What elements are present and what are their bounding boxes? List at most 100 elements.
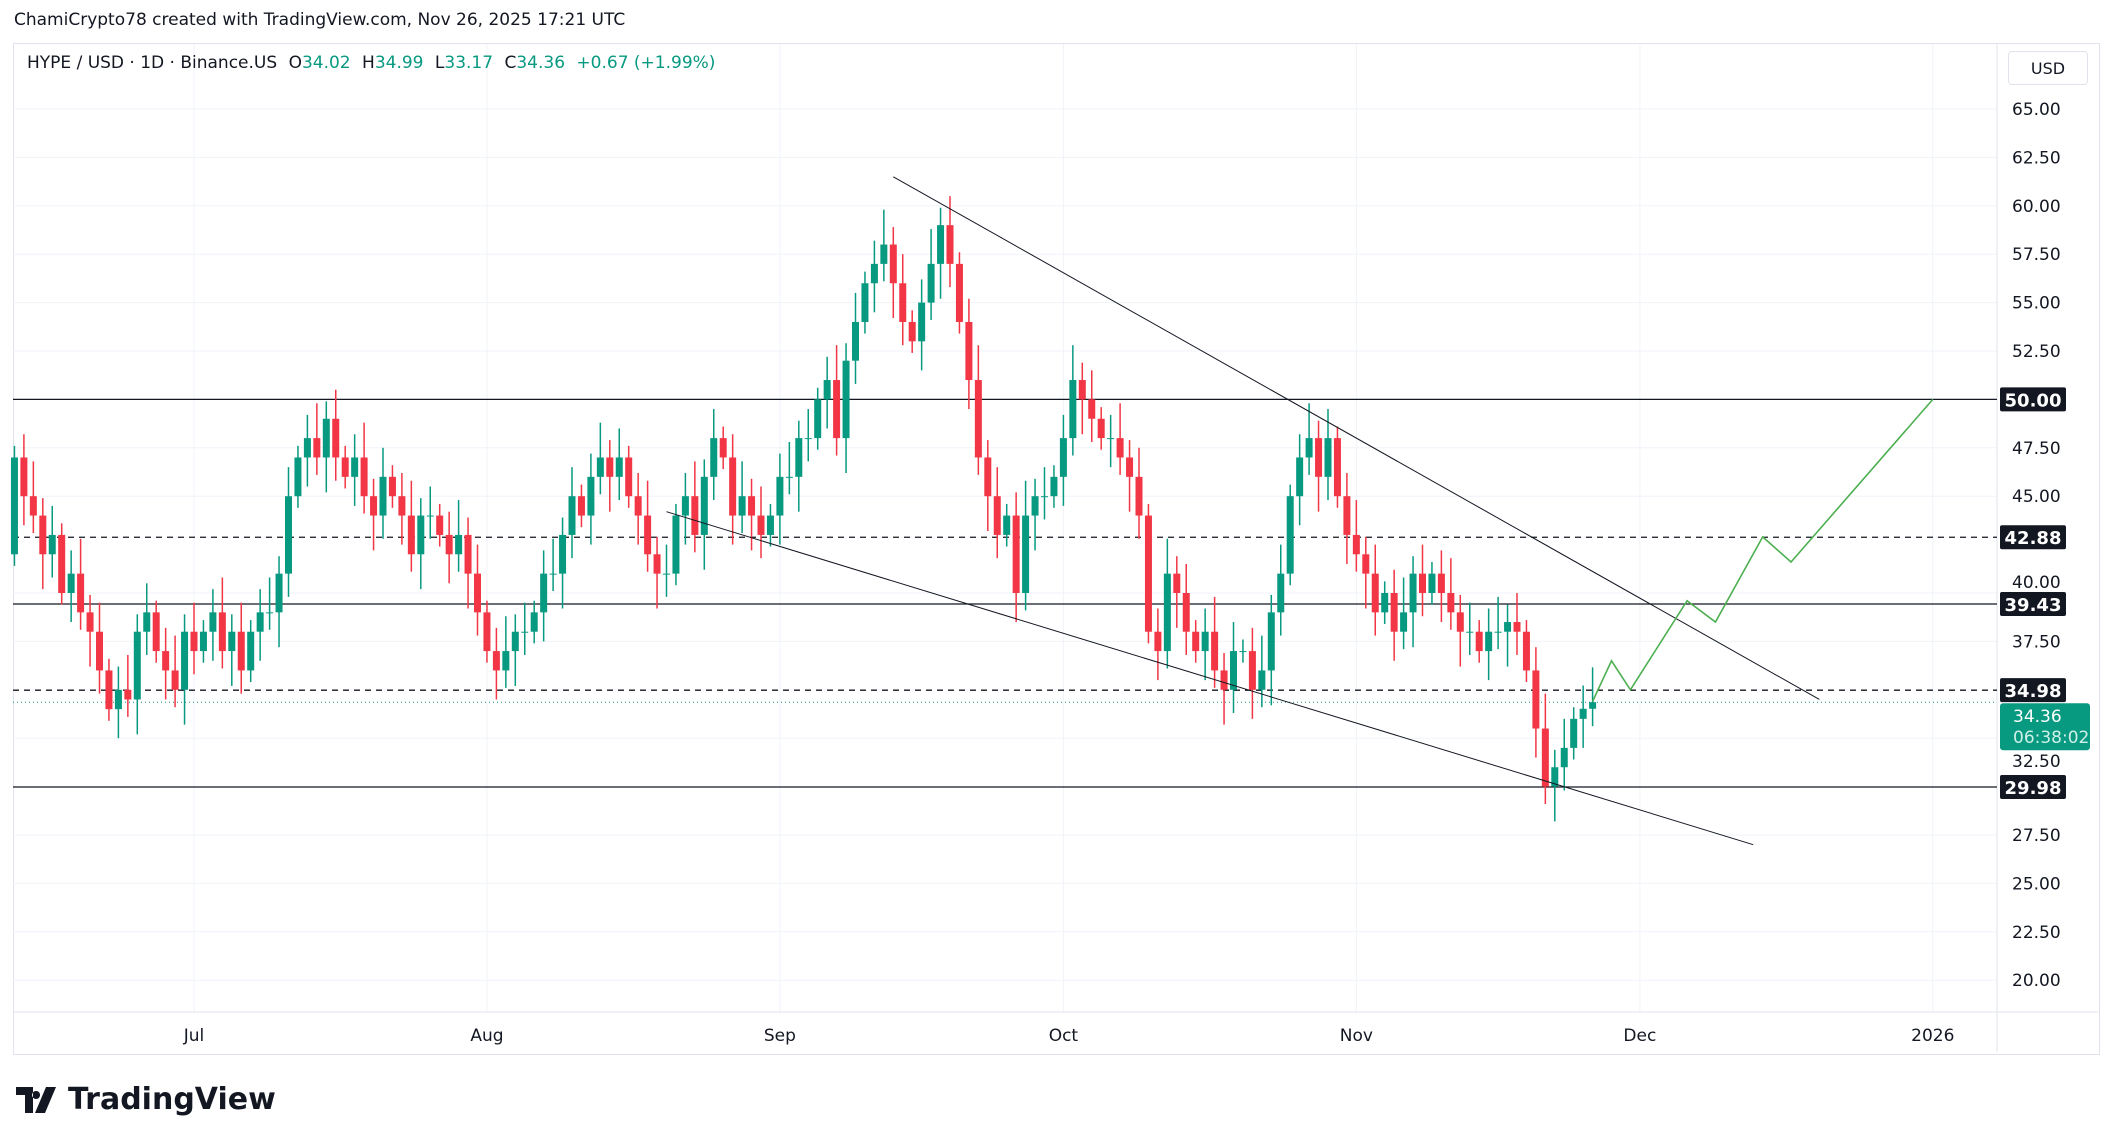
current-price-label-bg xyxy=(2000,703,2090,751)
candle xyxy=(1494,596,1502,650)
candle-body xyxy=(1333,438,1341,497)
candle-body xyxy=(464,534,472,574)
candle-body xyxy=(1541,728,1549,787)
tradingview-logo[interactable]: TradingView xyxy=(16,1082,276,1117)
candle-body xyxy=(776,476,784,516)
low-label: L xyxy=(434,53,445,73)
candle xyxy=(124,654,132,717)
candle xyxy=(1201,608,1209,681)
level-price-label-bg xyxy=(2000,525,2066,550)
candle-body xyxy=(143,612,151,632)
candle-body xyxy=(1447,593,1455,613)
time-tick-label: Sep xyxy=(764,1026,796,1046)
candle-body xyxy=(993,496,1001,535)
candle xyxy=(748,478,756,551)
candle-body xyxy=(256,612,264,632)
symbol-info[interactable]: HYPE / USD · 1D · Binance.US xyxy=(27,53,278,73)
candle-body xyxy=(285,496,292,574)
candle-body xyxy=(1513,622,1521,632)
candle xyxy=(474,544,481,636)
candle xyxy=(738,461,746,533)
candle-body xyxy=(795,438,803,477)
candle-body xyxy=(1041,496,1048,498)
candle-body xyxy=(1267,612,1275,671)
candle xyxy=(1163,538,1171,669)
candle xyxy=(691,461,699,553)
candle xyxy=(974,345,982,475)
candle-body xyxy=(889,244,897,284)
candle xyxy=(67,550,75,623)
trendline xyxy=(666,511,1754,846)
candle-body xyxy=(483,612,491,652)
candle-body xyxy=(1173,573,1181,593)
candle xyxy=(39,498,47,590)
candle-body xyxy=(1475,631,1483,652)
candle-body xyxy=(1579,708,1587,719)
horizontal-levels xyxy=(13,398,1997,788)
candle xyxy=(615,428,623,501)
candle-body xyxy=(1466,631,1474,633)
candle xyxy=(1220,653,1228,725)
candle xyxy=(937,207,945,299)
candle-body xyxy=(1390,593,1398,632)
candle-body xyxy=(719,438,727,458)
candle-body xyxy=(1485,631,1493,652)
candle-body xyxy=(237,631,245,671)
candle-body xyxy=(681,496,689,516)
candle-body xyxy=(266,612,274,614)
candle-body xyxy=(663,573,670,575)
candle xyxy=(322,401,330,493)
candle-body xyxy=(455,534,463,555)
candle xyxy=(908,310,916,353)
candle-body xyxy=(710,438,718,477)
candle-body xyxy=(1248,651,1256,690)
level-price-label: 29.98 xyxy=(2005,778,2062,799)
price-tick-label: 55.00 xyxy=(2012,294,2061,314)
candle-body xyxy=(303,438,311,458)
candle xyxy=(266,577,274,630)
candle xyxy=(483,600,491,663)
candle xyxy=(1059,414,1067,506)
candle-body xyxy=(436,515,444,535)
candle xyxy=(247,620,255,683)
time-tick-label: 2026 xyxy=(1911,1026,1954,1046)
candle-body xyxy=(785,476,793,478)
candle xyxy=(521,602,529,655)
candle-body xyxy=(105,670,113,710)
candle xyxy=(729,434,737,545)
trendline xyxy=(893,176,1820,700)
candle-body xyxy=(587,476,595,516)
candle xyxy=(719,426,727,470)
candle-body xyxy=(1437,573,1445,593)
candle-body xyxy=(48,534,56,555)
candle xyxy=(58,523,66,605)
price-tick-label: 57.50 xyxy=(2012,245,2061,265)
candle xyxy=(218,577,226,669)
candle-body xyxy=(341,457,349,477)
candle xyxy=(502,616,510,688)
candle xyxy=(1504,604,1512,667)
candle-body xyxy=(937,225,945,264)
current-price-label: 34.36 xyxy=(2013,707,2062,727)
candle xyxy=(285,467,292,597)
candle-body xyxy=(965,321,973,381)
candle-body xyxy=(1201,631,1209,652)
candle xyxy=(1248,627,1256,719)
currency-selector[interactable]: USD xyxy=(2008,51,2088,85)
candle-body xyxy=(351,457,359,477)
price-tick-label: 27.50 xyxy=(2012,826,2061,846)
drawings xyxy=(666,176,1934,846)
candle-body xyxy=(606,457,614,477)
candle xyxy=(1211,596,1219,688)
candle xyxy=(663,544,670,597)
candle xyxy=(256,589,264,661)
candle xyxy=(398,472,406,545)
candles xyxy=(10,196,1597,822)
candle xyxy=(1560,718,1568,791)
candle xyxy=(492,627,500,700)
candle xyxy=(870,240,878,313)
candle xyxy=(993,467,1001,559)
candle xyxy=(757,486,765,559)
candle-body xyxy=(360,457,368,497)
